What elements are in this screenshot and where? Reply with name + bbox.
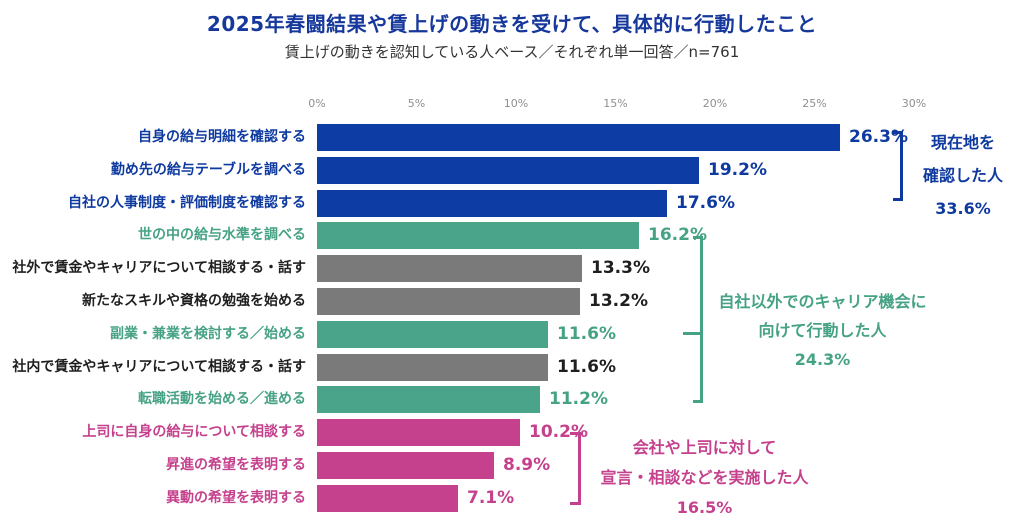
bar: [317, 485, 458, 512]
bar-value: 10.2%: [529, 422, 588, 442]
bar-label: 転職活動を始める／進める: [138, 391, 306, 407]
bar: [317, 157, 699, 184]
annotation-total: 24.3%: [794, 350, 851, 369]
bar: [317, 190, 667, 217]
bar: [317, 321, 548, 348]
bar-value: 19.2%: [708, 160, 767, 180]
bar: [317, 288, 580, 315]
bar-label: 上司に自身の給与について相談する: [82, 424, 306, 440]
bar-label: 副業・兼業を検討する／始める: [110, 326, 306, 342]
annotation-total: 16.5%: [676, 498, 733, 517]
bar-value: 17.6%: [676, 193, 735, 213]
axis-tick-label: 15%: [603, 97, 628, 110]
bar-value: 11.6%: [557, 357, 616, 377]
annotation-total: 33.6%: [935, 199, 991, 218]
bar-label: 勤め先の給与テーブルを調べる: [110, 162, 306, 178]
bar-value: 16.2%: [648, 225, 707, 245]
axis-tick-label: 10%: [503, 97, 529, 110]
bar-value: 13.2%: [589, 291, 648, 311]
bar-label: 世の中の給与水準を調べる: [138, 227, 306, 243]
bar-label: 社外で賃金やキャリアについて相談する・話す: [12, 260, 306, 276]
annotation-line: 現在地を: [930, 133, 995, 152]
bar-value: 13.3%: [591, 258, 650, 278]
axis-tick-label: 5%: [407, 97, 426, 110]
axis-tick-label: 20%: [702, 97, 728, 110]
annotation-line: 向けて行動した人: [758, 321, 887, 340]
bar-value: 11.6%: [557, 324, 616, 344]
bar: [317, 419, 520, 446]
annotation-line: 宣言・相談などを実施した人: [600, 468, 809, 487]
bracket-declared-to-company: [570, 432, 581, 505]
bracket-external-career: [693, 236, 703, 403]
annotation-external-career: 自社以外でのキャリア機会に 向けて行動した人 24.3%: [705, 287, 940, 374]
bar-label: 社内で賃金やキャリアについて相談する・話す: [12, 359, 306, 375]
bar: [317, 222, 639, 249]
annotation-line: 自社以外でのキャリア機会に: [718, 292, 927, 311]
bar-value: 8.9%: [503, 455, 551, 475]
bar: [317, 124, 840, 151]
axis-tick-label: 25%: [802, 97, 827, 110]
bracket-current-location: [893, 131, 903, 201]
annotation-current-location: 現在地を 確認した人 33.6%: [903, 126, 1023, 225]
bar-value: 11.2%: [549, 389, 608, 409]
axis-tick-label: 0%: [308, 97, 326, 110]
bar-label: 自身の給与明細を確認する: [138, 129, 306, 145]
bracket-external-career-spur: [683, 332, 703, 335]
annotation-line: 会社や上司に対して: [632, 438, 777, 457]
bar-label: 異動の希望を表明する: [166, 490, 306, 506]
bar-label: 自社の人事制度・評価制度を確認する: [68, 195, 306, 211]
axis-tick-label: 30%: [901, 97, 927, 110]
chart-subtitle: 賃上げの動きを認知している人ベース／それぞれ単一回答／n=761: [284, 43, 740, 61]
annotation-line: 確認した人: [922, 166, 1003, 185]
chart-title: 2025年春闘結果や賃上げの動きを受けて、具体的に行動したこと: [206, 12, 818, 36]
bar-label: 新たなスキルや資格の勉強を始める: [82, 293, 306, 309]
bar: [317, 255, 582, 282]
bar-label: 昇進の希望を表明する: [166, 457, 306, 473]
annotation-declared-to-company: 会社や上司に対して 宣言・相談などを実施した人 16.5%: [592, 433, 817, 523]
bar: [317, 386, 540, 413]
bar: [317, 452, 494, 479]
bar-value: 7.1%: [467, 488, 515, 508]
bar: [317, 354, 548, 381]
